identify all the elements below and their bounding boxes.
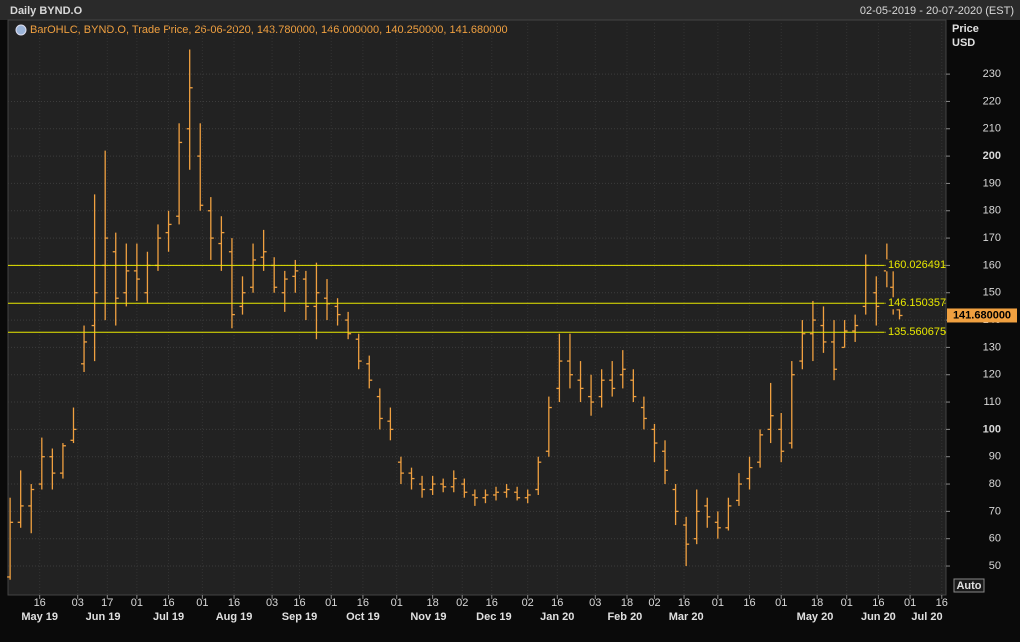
y-tick-label: 100: [983, 423, 1001, 435]
x-tick-label: 03: [266, 597, 278, 609]
y-tick-label: 160: [983, 259, 1001, 271]
month-label: Jan 20: [540, 611, 574, 623]
month-label: Jul 20: [911, 611, 942, 623]
y-tick-label: 230: [983, 68, 1001, 80]
level-label-bg: [886, 326, 944, 339]
x-tick-label: 16: [228, 597, 240, 609]
level-label: 146.150357: [888, 297, 946, 309]
month-label: Dec 19: [476, 611, 511, 623]
y-tick-label: 190: [983, 177, 1001, 189]
x-tick-label: 01: [391, 597, 403, 609]
month-label: Mar 20: [669, 611, 704, 623]
y-tick-label: 200: [983, 150, 1001, 162]
x-tick-label: 01: [712, 597, 724, 609]
x-tick-label: 16: [872, 597, 884, 609]
y-axis-unit: USD: [952, 37, 975, 49]
month-label: May 20: [797, 611, 834, 623]
last-price-label: 141.680000: [953, 309, 1011, 321]
level-label: 160.026491: [888, 259, 946, 271]
x-tick-label: 01: [325, 597, 337, 609]
last-price-box: [947, 308, 1017, 323]
month-label: Jun 19: [86, 611, 121, 623]
y-tick-label: 220: [983, 95, 1001, 107]
date-range: 02-05-2019 - 20-07-2020 (EST): [860, 5, 1014, 17]
x-tick-label: 03: [72, 597, 84, 609]
x-tick-label: 01: [841, 597, 853, 609]
y-axis-label: Price: [952, 23, 979, 35]
auto-button-label[interactable]: Auto: [956, 580, 981, 592]
y-tick-label: 130: [983, 341, 1001, 353]
y-tick-label: 180: [983, 205, 1001, 217]
x-tick-label: 02: [456, 597, 468, 609]
month-label: Feb 20: [607, 611, 642, 623]
x-tick-label: 18: [427, 597, 439, 609]
month-label: Jun 20: [861, 611, 896, 623]
level-label-bg: [886, 259, 944, 272]
month-label: Nov 19: [410, 611, 446, 623]
x-tick-label: 02: [648, 597, 660, 609]
header-bar: [0, 0, 1020, 20]
chart-title: Daily BYND.O: [10, 5, 83, 17]
month-label: Sep 19: [282, 611, 317, 623]
x-tick-label: 16: [936, 597, 948, 609]
month-label: Oct 19: [346, 611, 380, 623]
x-tick-label: 16: [486, 597, 498, 609]
x-tick-label: 16: [743, 597, 755, 609]
y-tick-label: 210: [983, 123, 1001, 135]
x-tick-label: 02: [522, 597, 534, 609]
x-tick-label: 17: [101, 597, 113, 609]
x-tick-label: 18: [811, 597, 823, 609]
x-tick-label: 18: [621, 597, 633, 609]
x-tick-label: 16: [293, 597, 305, 609]
y-tick-label: 170: [983, 232, 1001, 244]
legend: BarOHLC, BYND.O, Trade Price, 26-06-2020…: [30, 24, 508, 36]
x-tick-label: 16: [34, 597, 46, 609]
month-label: May 19: [21, 611, 58, 623]
y-tick-label: 80: [989, 478, 1001, 490]
auto-button[interactable]: [953, 578, 985, 593]
x-tick-label: 01: [904, 597, 916, 609]
x-tick-label: 03: [589, 597, 601, 609]
x-tick-label: 16: [357, 597, 369, 609]
y-tick-label: 120: [983, 369, 1001, 381]
x-tick-label: 16: [551, 597, 563, 609]
y-tick-label: 90: [989, 451, 1001, 463]
x-tick-label: 01: [131, 597, 143, 609]
y-tick-label: 110: [983, 396, 1001, 408]
x-tick-label: 01: [196, 597, 208, 609]
legend-icon: [15, 24, 27, 36]
level-label-bg: [886, 297, 944, 310]
x-tick-label: 16: [678, 597, 690, 609]
y-tick-label: 60: [989, 533, 1001, 545]
x-tick-label: 01: [775, 597, 787, 609]
x-tick-label: 16: [162, 597, 174, 609]
month-label: Aug 19: [216, 611, 253, 623]
y-tick-label: 150: [983, 287, 1001, 299]
y-tick-label: 70: [989, 505, 1001, 517]
plot-area: [7, 19, 947, 596]
y-tick-label: 50: [989, 560, 1001, 572]
month-label: Jul 19: [153, 611, 184, 623]
level-label: 135.560675: [888, 326, 946, 338]
